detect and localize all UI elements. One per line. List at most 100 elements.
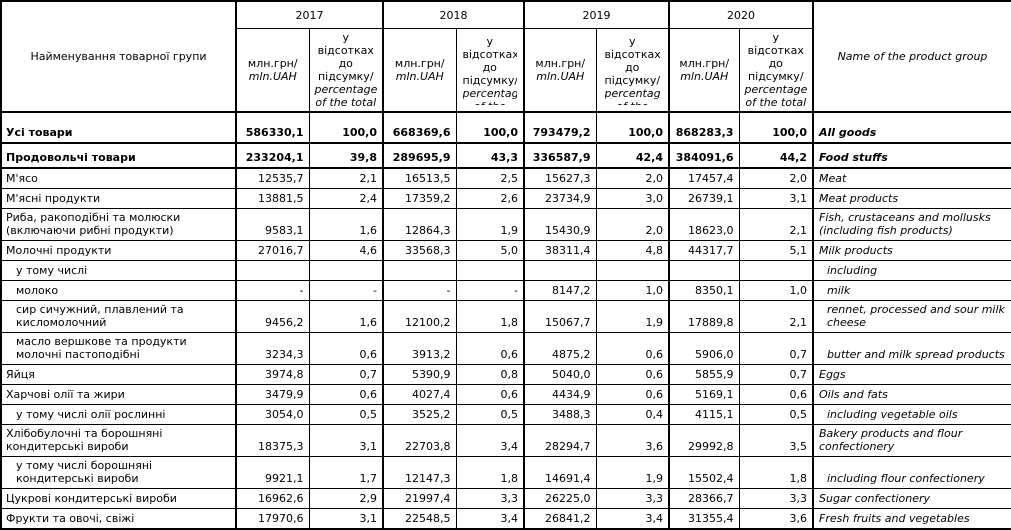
value-2019-pct (595, 260, 670, 281)
value-2019-mln: 5040,0 (523, 364, 597, 385)
column-header-name-uk: Найменування товарної групи (0, 0, 237, 113)
value-2018-pct: 0,6 (455, 332, 525, 365)
table-row: масло вершкове та продукти молочні пасто… (0, 332, 1011, 365)
value-2018-mln: 33568,3 (382, 240, 457, 261)
value-2019-mln: 38311,4 (523, 240, 597, 261)
product-group-name-uk: сир сичужний, плавлений та кисломолочний (0, 300, 237, 333)
value-2019-mln: 14691,4 (523, 456, 597, 489)
value-2018-pct: 1,8 (455, 456, 525, 489)
value-2019-mln: 23734,9 (523, 188, 597, 209)
value-2019-pct: 3,3 (595, 488, 670, 509)
pct-label-en: percentage of the total (604, 87, 661, 105)
pct-label-uk: у відсотках до підсумку/ (317, 31, 374, 83)
product-group-name-uk: Усі товари (0, 111, 237, 144)
value-2019-pct: 0,6 (595, 384, 670, 405)
value-2020-pct: 2,0 (738, 167, 814, 189)
value-2019-pct: 1,0 (595, 280, 670, 301)
product-group-name-en: Food stuffs (812, 142, 1011, 169)
value-2018-mln: 12100,2 (382, 300, 457, 333)
product-group-name-uk: М'ясні продукти (0, 188, 237, 209)
value-2018-pct (455, 260, 525, 281)
product-group-name-en: Fish, crustaceans and mollusks (includin… (812, 208, 1011, 241)
product-group-name-en: rennet, processed and sour milk cheese (812, 300, 1011, 333)
value-2020-pct: 3,5 (738, 424, 814, 457)
value-2017-mln: - (235, 280, 310, 301)
column-header-year-2018: 2018 (382, 0, 525, 29)
value-2018-mln: 22703,8 (382, 424, 457, 457)
value-2018-mln: 3913,2 (382, 332, 457, 365)
product-group-name-uk: молоко (0, 280, 237, 301)
value-2018-mln: 16513,5 (382, 167, 457, 189)
value-2018-pct: 2,6 (455, 188, 525, 209)
value-2017-mln: 18375,3 (235, 424, 310, 457)
value-2019-pct: 1,9 (595, 456, 670, 489)
value-2017-pct: 100,0 (308, 111, 384, 144)
value-2019-pct: 2,0 (595, 208, 670, 241)
value-2017-mln: 3479,9 (235, 384, 310, 405)
pct-label-uk: у відсотках до підсумку/ (747, 31, 804, 83)
value-2019-mln: 4434,9 (523, 384, 597, 405)
value-2020-mln: 28366,7 (668, 488, 740, 509)
unit-label-en: mln.UAH (680, 70, 729, 83)
unit-label-en: mln.UAH (395, 70, 444, 83)
table-row: у тому числі борошняні кондитерські виро… (0, 456, 1011, 489)
value-2017-pct: 1,6 (308, 208, 384, 241)
value-2017-pct: 4,6 (308, 240, 384, 261)
value-2020-mln: 4115,1 (668, 404, 740, 425)
column-header-pct-2017: у відсотках до підсумку/percentage of th… (308, 28, 384, 113)
pct-label-uk: у відсотках до підсумку/ (462, 35, 518, 87)
value-2018-pct: 0,5 (455, 404, 525, 425)
column-header-year-2020: 2020 (668, 0, 814, 29)
value-2017-mln: 586330,1 (235, 111, 310, 144)
table-row: Хлібобулочні та борошняні кондитерські в… (0, 424, 1011, 457)
value-2020-mln: 18623,0 (668, 208, 740, 241)
value-2017-pct: 3,1 (308, 424, 384, 457)
value-2018-mln: 3525,2 (382, 404, 457, 425)
value-2018-pct: 1,9 (455, 208, 525, 241)
value-2017-mln: 13881,5 (235, 188, 310, 209)
table-row: Харчові олії та жири 3479,9 0,6 4027,4 0… (0, 384, 1011, 405)
value-2017-pct: 2,1 (308, 167, 384, 189)
table-row: Продовольчі товари 233204,1 39,8 289695,… (0, 142, 1011, 169)
value-2017-pct: - (308, 280, 384, 301)
value-2020-mln: 26739,1 (668, 188, 740, 209)
value-2018-pct: 2,5 (455, 167, 525, 189)
value-2019-mln (523, 260, 597, 281)
value-2018-pct: 43,3 (455, 142, 525, 169)
value-2019-mln: 15627,3 (523, 167, 597, 189)
value-2020-pct: 44,2 (738, 142, 814, 169)
value-2019-pct: 0,6 (595, 364, 670, 385)
value-2017-mln: 3054,0 (235, 404, 310, 425)
product-group-name-uk: Риба, ракоподібні та молюски (включаючи … (0, 208, 237, 241)
value-2018-mln: 12864,3 (382, 208, 457, 241)
value-2017-mln: 9583,1 (235, 208, 310, 241)
table-row: Усі товари 586330,1 100,0 668369,6 100,0… (0, 111, 1011, 144)
value-2018-mln: 21997,4 (382, 488, 457, 509)
value-2017-mln: 233204,1 (235, 142, 310, 169)
value-2020-mln: 384091,6 (668, 142, 740, 169)
table-body: Усі товари 586330,1 100,0 668369,6 100,0… (0, 111, 1011, 530)
value-2017-mln: 16962,6 (235, 488, 310, 509)
column-header-pct-2018: у відсотках до підсумку/percentage of th… (455, 28, 525, 113)
table-row: Молочні продукти 27016,7 4,6 33568,3 5,0… (0, 240, 1011, 261)
value-2019-pct: 4,8 (595, 240, 670, 261)
table-row: М'ясо 12535,7 2,1 16513,5 2,5 15627,3 2,… (0, 167, 1011, 189)
value-2020-mln: 17889,8 (668, 300, 740, 333)
value-2017-mln: 9921,1 (235, 456, 310, 489)
product-group-name-en: including flour confectionery (812, 456, 1011, 489)
table-header: Найменування товарної групи 2017 2018 20… (0, 0, 1011, 113)
value-2019-mln: 8147,2 (523, 280, 597, 301)
unit-label-uk: млн.грн/ (247, 57, 298, 70)
value-2019-mln: 15430,9 (523, 208, 597, 241)
unit-label-uk: млн.грн/ (535, 57, 586, 70)
value-2019-mln: 4875,2 (523, 332, 597, 365)
value-2018-mln: 668369,6 (382, 111, 457, 144)
value-2017-pct (308, 260, 384, 281)
product-group-name-uk: Цукрові кондитерські вироби (0, 488, 237, 509)
product-group-name-en: Meat (812, 167, 1011, 189)
value-2019-mln: 26225,0 (523, 488, 597, 509)
product-group-name-en: Sugar confectionery (812, 488, 1011, 509)
unit-label-en: mln.UAH (536, 70, 585, 83)
value-2020-pct: 0,7 (738, 332, 814, 365)
